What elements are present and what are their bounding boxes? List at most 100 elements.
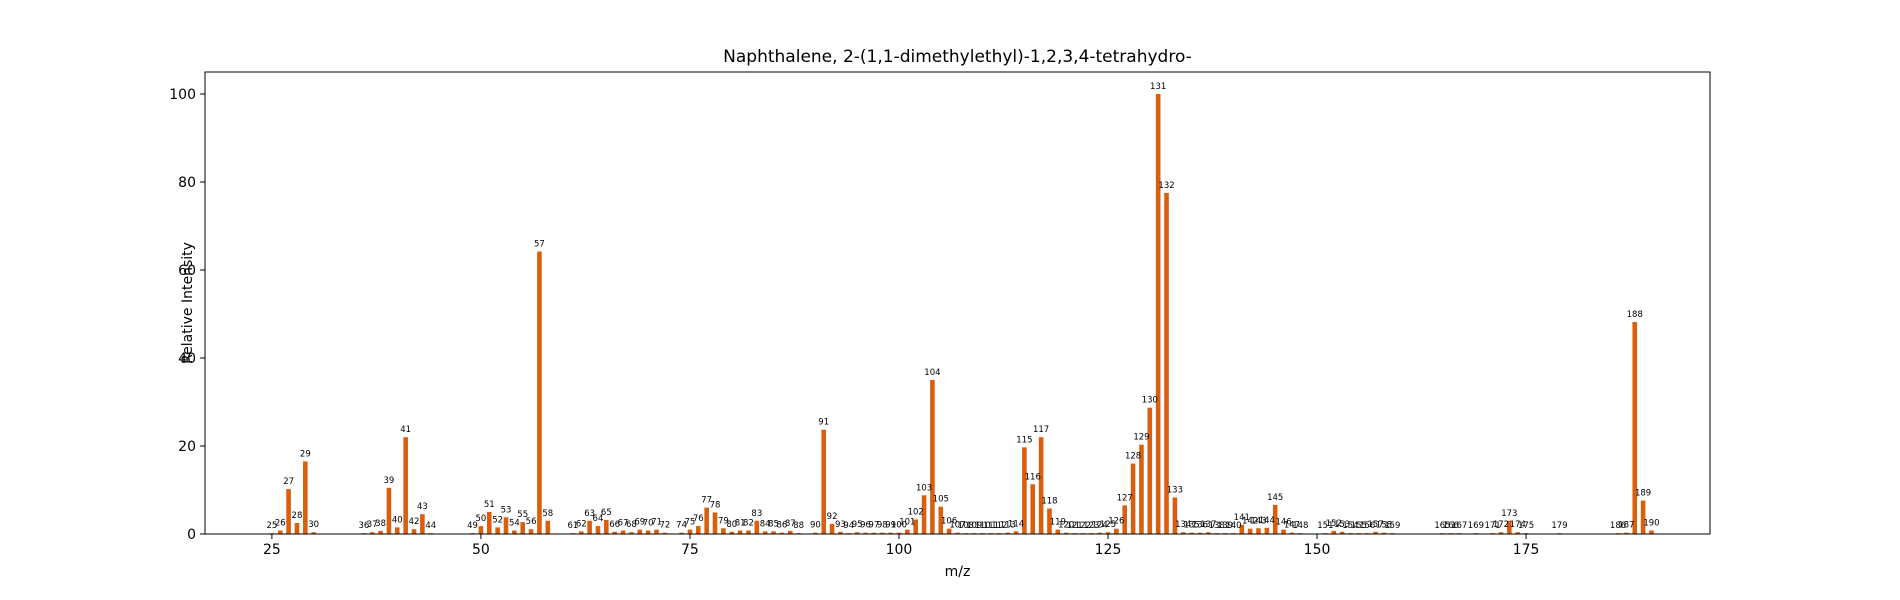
bar-64 [595,526,601,534]
bar-label-68: 68 [626,520,637,530]
bar-label-153: 153 [1334,520,1350,530]
bar-105 [938,506,944,534]
bar-label-75: 75 [685,518,696,528]
bar-label-142: 142 [1242,517,1258,527]
bar-label-132: 132 [1158,181,1174,191]
bar-label-98: 98 [877,521,888,531]
y-axis: 0 20 40 60 80 100 [169,87,205,543]
bar-147 [1289,532,1295,534]
bar-86 [779,532,785,534]
bar-label-26: 26 [275,518,286,528]
bar-118 [1047,508,1052,534]
bar-label-157: 157 [1367,520,1383,530]
bar-120 [1063,532,1069,534]
bar-label-50: 50 [476,514,487,524]
bar-74 [679,532,684,534]
bar-label-133: 133 [1167,485,1183,495]
bar-40 [395,527,400,534]
bar-87 [787,530,793,534]
bar-label-83: 83 [751,509,762,519]
bar-label-110: 110 [974,521,990,531]
chart-title: Naphthalene, 2-(1,1-dimethylethyl)-1,2,3… [723,47,1192,67]
bar-label-41: 41 [400,425,411,435]
bar-label-186: 186 [1610,521,1626,531]
bar-62 [578,531,584,534]
bar-93 [838,531,843,534]
bar-label-122: 122 [1075,521,1091,531]
bar-label-84: 84 [760,519,771,529]
bar-label-85: 85 [768,519,779,529]
bar-30 [311,532,316,534]
bar-label-175: 175 [1518,521,1534,531]
bar-129 [1139,444,1144,534]
bar-label-77: 77 [701,496,712,506]
bar-label-152: 152 [1326,519,1342,529]
bar-label-112: 112 [991,521,1007,531]
bar-146 [1281,529,1286,534]
bar-label-107: 107 [949,521,965,531]
bar-114 [1013,531,1019,534]
bar-125 [1105,532,1111,534]
bar-90 [813,532,818,534]
bar-144 [1264,527,1270,534]
bar-63 [587,520,592,534]
bar-41 [403,437,408,534]
bar-label-81: 81 [735,518,746,528]
y-axis-title: Relative Intensity [180,242,196,364]
bar-172 [1498,532,1504,534]
bar-43 [420,514,425,534]
x-tick-label-25: 25 [263,542,281,558]
bar-label-159: 159 [1384,521,1400,531]
bar-label-66: 66 [609,520,620,530]
bar-label-88: 88 [793,521,804,531]
bar-label-188: 188 [1627,310,1643,320]
bar-134 [1180,532,1186,534]
bar-label-99: 99 [885,521,896,531]
bar-label-74: 74 [676,521,687,531]
bar-label-117: 117 [1033,425,1049,435]
bar-52 [495,527,500,534]
bar-label-52: 52 [492,515,503,525]
bar-label-70: 70 [643,518,654,528]
bar-99 [888,532,893,534]
bar-label-43: 43 [417,502,428,512]
bar-label-69: 69 [634,518,645,528]
bar-label-76: 76 [693,514,704,524]
bar-116 [1030,484,1036,534]
bar-75 [687,529,693,534]
bar-131 [1155,94,1161,534]
bar-label-36: 36 [358,521,369,531]
bar-label-44: 44 [425,521,436,531]
y-tick-label-60: 60 [178,263,196,279]
bar-67 [620,530,626,534]
bar-79 [721,528,726,534]
bar-84 [762,531,768,534]
bar-187 [1624,532,1629,534]
bar-136 [1197,532,1203,534]
bar-label-158: 158 [1376,521,1392,531]
bar-label-135: 135 [1183,521,1199,531]
x-tick-label-50: 50 [472,542,490,558]
bar-label-172: 172 [1493,520,1509,530]
bar-label-91: 91 [818,418,829,428]
bar-label-127: 127 [1117,493,1133,503]
bar-label-105: 105 [933,495,949,505]
bar-label-38: 38 [375,519,386,529]
bar-label-140: 140 [1225,521,1241,531]
x-tick-label-75: 75 [681,542,699,558]
bar-label-25: 25 [266,521,277,531]
bar-66 [612,531,617,534]
bar-label-124: 124 [1092,521,1108,531]
bar-28 [294,523,300,534]
bar-77 [704,507,709,534]
bar-label-108: 108 [958,521,974,531]
bar-126 [1114,528,1119,534]
bar-label-120: 120 [1058,521,1074,531]
bar-label-96: 96 [860,521,871,531]
bar-label-114: 114 [1008,519,1024,529]
bar-50 [478,526,484,534]
bar-29 [303,461,308,534]
bar-label-101: 101 [899,518,915,528]
bar-37 [369,532,375,534]
bar-119 [1055,529,1061,534]
